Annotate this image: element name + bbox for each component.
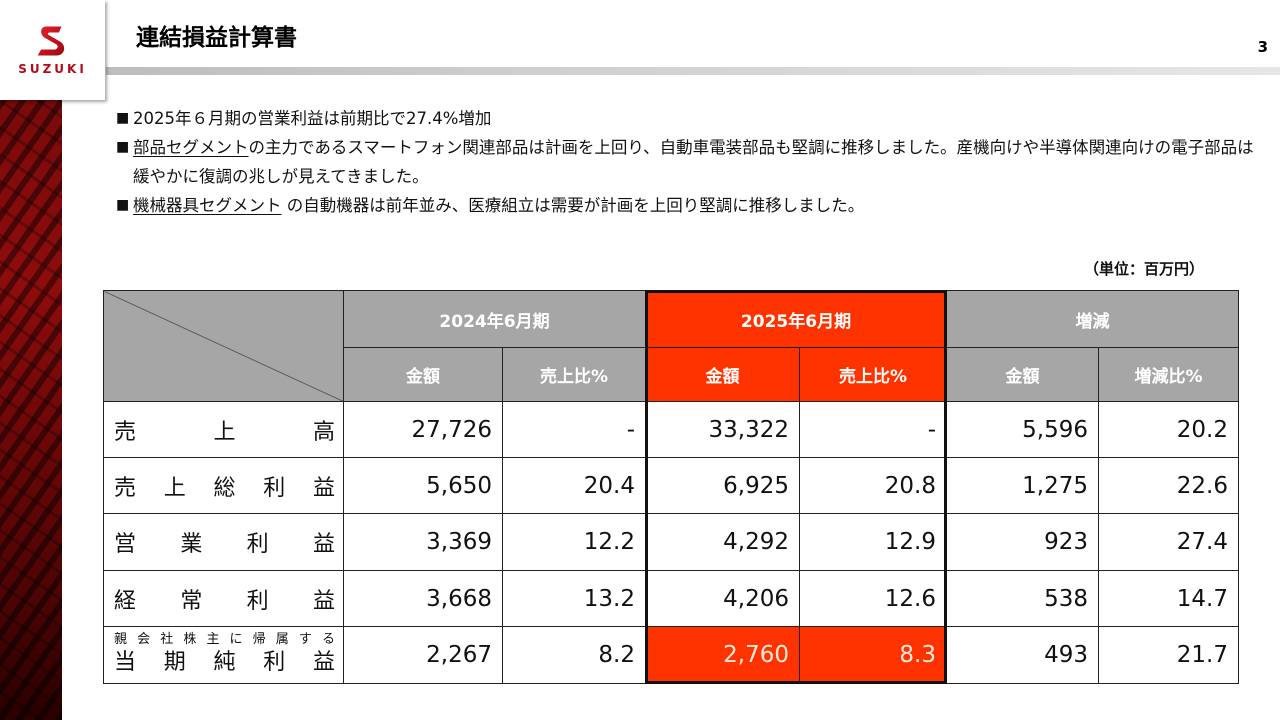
page-number: 3 [1257, 38, 1268, 56]
value-cell: - [502, 401, 646, 458]
value-cell: - [799, 401, 947, 458]
value-cell: 538 [946, 570, 1099, 627]
row-label-net-income-attributable: 親 会 社 株 主 に 帰 属 す る 当 期 純 利 益 [103, 626, 344, 684]
subheader-sales-ratio: 売上比% [799, 347, 947, 402]
bullet-item: ■ 機械器具セグメント の自動機器は前年並み、医療組立は需要が計画を上回り堅調に… [116, 191, 1256, 220]
value-cell: 12.2 [502, 513, 646, 571]
bullet-square-icon: ■ [116, 197, 130, 213]
suzuki-s-logo-icon [37, 26, 64, 56]
group-header-fy2025: 2025年6月期 [645, 290, 947, 348]
value-cell: 22.6 [1098, 457, 1239, 514]
decorative-side-strip [0, 100, 62, 720]
group-header-change: 増減 [946, 290, 1239, 348]
logo-wordmark: SUZUKI [18, 62, 87, 76]
value-cell: 2,267 [343, 626, 503, 684]
value-cell: 3,369 [343, 513, 503, 571]
table-row: 営 業 利 益 3,369 12.2 4,292 12.9 923 27.4 [103, 513, 1239, 571]
summary-bullets: ■ 2025年６月期の営業利益は前期比で27.4%増加 ■ 部品セグメントの主力… [116, 104, 1256, 220]
components-segment-link[interactable]: 部品セグメント [133, 138, 249, 157]
unit-label: （単位：百万円） [1083, 260, 1204, 278]
table-row: 売 上 高 27,726 - 33,322 - 5,596 20.2 [103, 401, 1239, 458]
header-divider [106, 67, 1280, 75]
value-cell: 8.2 [502, 626, 646, 684]
value-cell: 5,650 [343, 457, 503, 514]
highlighted-value-cell: 8.3 [799, 626, 947, 684]
value-cell: 6,925 [645, 457, 800, 514]
bullet-item: ■ 2025年６月期の営業利益は前期比で27.4%増加 [116, 104, 1256, 133]
value-cell: 3,668 [343, 570, 503, 627]
table-row: 経 常 利 益 3,668 13.2 4,206 12.6 538 14.7 [103, 570, 1239, 627]
value-cell: 5,596 [946, 401, 1099, 458]
value-cell: 13.2 [502, 570, 646, 627]
group-header-fy2024: 2024年6月期 [343, 290, 646, 348]
subheader-change-ratio: 増減比% [1098, 347, 1239, 402]
bullet-square-icon: ■ [116, 139, 130, 155]
value-cell: 20.8 [799, 457, 947, 514]
value-cell: 33,322 [645, 401, 800, 458]
value-cell: 14.7 [1098, 570, 1239, 627]
machinery-segment-link[interactable]: 機械器具セグメント [133, 196, 282, 215]
bullet-text: の主力であるスマートフォン関連部品は計画を上回り、自動車電装部品も堅調に推移しま… [133, 138, 1254, 186]
row-label-net-sales: 売 上 高 [103, 401, 344, 458]
value-cell: 27,726 [343, 401, 503, 458]
subheader-amount: 金額 [645, 347, 800, 402]
page-title: 連結損益計算書 [136, 25, 297, 51]
table-row: 売 上 総 利 益 5,650 20.4 6,925 20.8 1,275 22… [103, 457, 1239, 514]
subheader-amount: 金額 [343, 347, 503, 402]
value-cell: 12.9 [799, 513, 947, 571]
value-cell: 20.4 [502, 457, 646, 514]
bullet-text: の自動機器は前年並み、医療組立は需要が計画を上回り堅調に推移しました。 [281, 196, 865, 215]
subheader-amount: 金額 [946, 347, 1099, 402]
highlighted-value-cell: 2,760 [645, 626, 800, 684]
value-cell: 923 [946, 513, 1099, 571]
value-cell: 12.6 [799, 570, 947, 627]
row-label-gross-profit: 売 上 総 利 益 [103, 457, 344, 514]
bullet-item: ■ 部品セグメントの主力であるスマートフォン関連部品は計画を上回り、自動車電装部… [116, 133, 1256, 191]
row-label-ordinary-profit: 経 常 利 益 [103, 570, 344, 627]
income-statement-table: 2024年6月期 2025年6月期 増減 金額 売上比% 金額 売上比% 金額 … [103, 290, 1239, 684]
row-label-operating-profit: 営 業 利 益 [103, 513, 344, 571]
bullet-text: 2025年６月期の営業利益は前期比で27.4%増加 [133, 109, 492, 128]
value-cell: 20.2 [1098, 401, 1239, 458]
table-row: 親 会 社 株 主 に 帰 属 す る 当 期 純 利 益 2,267 8.2 … [103, 626, 1239, 684]
value-cell: 4,206 [645, 570, 800, 627]
value-cell: 4,292 [645, 513, 800, 571]
subheader-sales-ratio: 売上比% [502, 347, 646, 402]
corner-cell [103, 290, 344, 402]
bullet-square-icon: ■ [116, 110, 130, 126]
value-cell: 27.4 [1098, 513, 1239, 571]
value-cell: 21.7 [1098, 626, 1239, 684]
value-cell: 1,275 [946, 457, 1099, 514]
suzuki-logo: SUZUKI [0, 0, 105, 100]
value-cell: 493 [946, 626, 1099, 684]
